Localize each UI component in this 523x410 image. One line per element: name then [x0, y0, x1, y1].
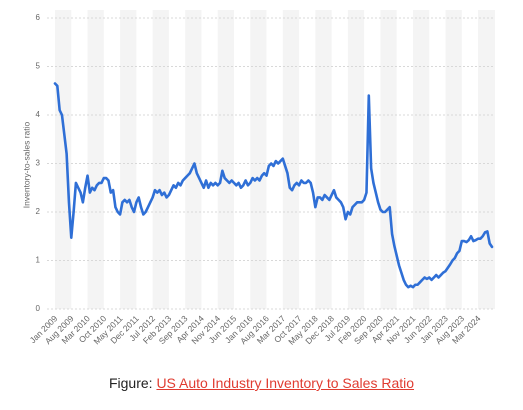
stripe	[282, 10, 300, 309]
stripe	[217, 10, 234, 309]
caption-prefix: Figure:	[108, 375, 153, 391]
stripe	[120, 10, 137, 309]
stripe	[445, 10, 462, 309]
y-tick-label: 1	[36, 256, 41, 265]
y-tick-label: 2	[36, 207, 41, 216]
stripe	[315, 10, 332, 309]
stripe	[412, 10, 430, 309]
y-tick-label: 4	[36, 110, 41, 119]
y-tick-label: 3	[36, 159, 41, 168]
stripe	[478, 10, 495, 309]
y-tick-label: 6	[36, 13, 41, 22]
y-tick-label: 0	[36, 304, 41, 313]
data-line	[53, 82, 494, 289]
stripe	[380, 10, 397, 309]
plot-background	[55, 10, 495, 309]
stripe	[152, 10, 169, 309]
stripe	[250, 10, 267, 309]
caption: Figure: US Auto Industry Inventory to Sa…	[0, 375, 523, 391]
stripe	[55, 10, 72, 309]
y-tick-label: 5	[36, 62, 41, 71]
caption-link[interactable]: US Auto Industry Inventory to Sales Rati…	[156, 375, 415, 391]
stripe	[347, 10, 365, 309]
y-axis-label: Inventory-to-sales ratio	[21, 122, 31, 209]
stripe	[87, 10, 104, 309]
stripe	[185, 10, 202, 309]
